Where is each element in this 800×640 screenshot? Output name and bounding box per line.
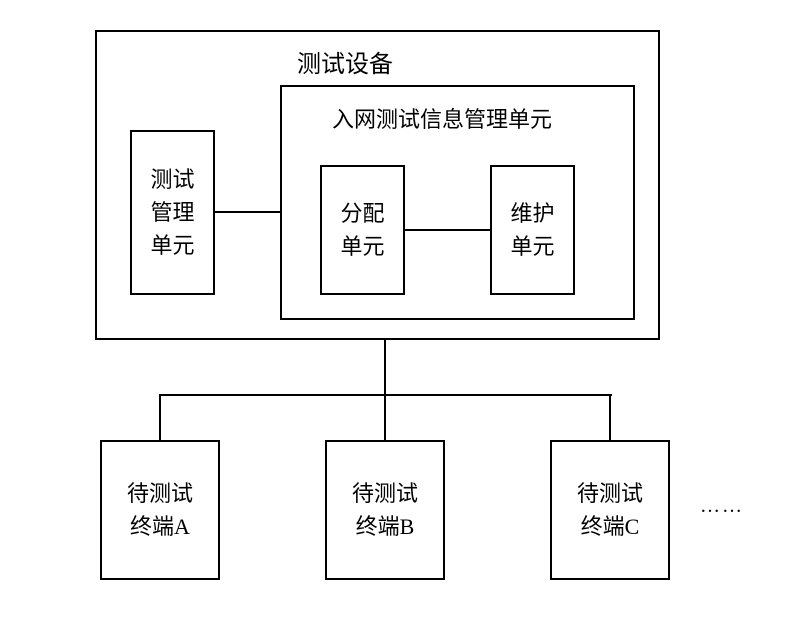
terminal-b-label: 待测试终端B (352, 477, 418, 543)
ellipsis: …… (700, 495, 744, 518)
bus-drop-a (159, 394, 161, 440)
test-mgmt-label: 测试管理单元 (151, 163, 195, 262)
alloc-unit: 分配单元 (320, 165, 405, 295)
maint-unit: 维护单元 (490, 165, 575, 295)
edge-testmgmt-netmgmt (215, 211, 280, 213)
bus-drop-c (609, 394, 611, 440)
edge-alloc-maint (405, 229, 490, 231)
terminal-c: 待测试终端C (550, 440, 670, 580)
bus-drop-b (384, 394, 386, 440)
bus-main-drop (384, 340, 386, 395)
maint-label: 维护单元 (511, 197, 555, 263)
terminal-b: 待测试终端B (325, 440, 445, 580)
net-mgmt-title: 入网测试信息管理单元 (332, 102, 552, 134)
terminal-c-label: 待测试终端C (577, 477, 643, 543)
test-mgmt-unit: 测试管理单元 (130, 130, 215, 295)
terminal-a-label: 待测试终端A (127, 477, 193, 543)
outer-title: 测试设备 (297, 44, 393, 79)
terminal-a: 待测试终端A (100, 440, 220, 580)
alloc-label: 分配单元 (341, 197, 385, 263)
